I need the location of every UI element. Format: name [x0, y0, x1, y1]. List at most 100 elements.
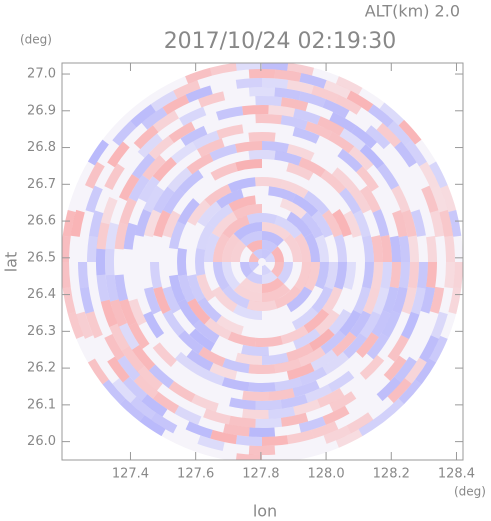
echo-cell: [185, 85, 213, 103]
echo-cell: [79, 286, 95, 314]
echo-cell: [110, 299, 128, 327]
echo-cell: [300, 212, 324, 239]
echo-cell: [401, 209, 417, 237]
echo-cell: [391, 185, 410, 213]
echo-cell: [274, 87, 301, 101]
echo-cell: [223, 423, 250, 437]
echo-cell: [134, 209, 152, 237]
echo-cell: [293, 399, 321, 416]
echo-cell: [231, 240, 247, 262]
echo-cell: [105, 248, 115, 276]
echo-cell: [197, 138, 225, 158]
echo-cell: [421, 185, 439, 213]
echo-cell: [407, 262, 419, 289]
echo-cell: [343, 210, 362, 238]
echo-cell: [380, 262, 393, 289]
echo-cell: [248, 131, 276, 142]
echo-cell: [162, 286, 181, 314]
echo-cell: [327, 370, 355, 393]
echo-cell: [222, 233, 241, 262]
echo-cell: [335, 429, 363, 448]
echo-cell: [311, 421, 339, 439]
echo-cell: [359, 311, 381, 339]
echo-cell: [162, 210, 181, 238]
echo-cell: [280, 394, 308, 409]
echo-cell: [292, 380, 320, 398]
echo-cell: [239, 262, 253, 278]
echo-cell: [320, 330, 346, 355]
echo-cell: [315, 262, 329, 290]
echo-cell: [392, 210, 408, 238]
echo-cell: [177, 198, 200, 226]
echo-cell: [255, 95, 282, 107]
echo-cell: [324, 262, 339, 290]
echo-cell: [246, 213, 278, 224]
echo-cell: [204, 184, 232, 207]
echo-cell: [322, 351, 349, 375]
echo-cell: [210, 162, 238, 181]
echo-cell: [444, 262, 455, 289]
echo-cell: [152, 391, 179, 414]
echo-cell: [186, 153, 214, 175]
echo-cell: [118, 174, 140, 201]
echo-cell: [303, 308, 330, 334]
echo-cell: [138, 176, 160, 203]
echo-cell: [337, 148, 363, 173]
echo-cell: [62, 287, 76, 314]
echo-cell: [305, 384, 333, 403]
echo-cell: [213, 262, 230, 291]
echo-cell: [417, 262, 429, 289]
echo-cell: [286, 162, 314, 181]
echo-cell: [119, 299, 137, 327]
echo-cell: [240, 277, 262, 293]
echo-cell: [235, 158, 262, 172]
echo-cell: [95, 248, 106, 276]
echo-cell: [303, 190, 330, 216]
echo-cell: [262, 264, 272, 275]
echo-cell: [299, 366, 327, 386]
y-tick-label: 26.6: [27, 214, 56, 229]
echo-cell: [271, 246, 285, 262]
echo-cell: [196, 222, 216, 250]
echo-cell: [62, 235, 71, 262]
echo-cell: [429, 161, 448, 189]
echo-cell: [130, 396, 156, 420]
echo-cell: [262, 435, 289, 446]
echo-cell: [262, 221, 291, 241]
echo-cell: [389, 235, 401, 262]
echo-cell: [377, 163, 400, 190]
echo-cell: [356, 166, 379, 192]
echo-cell: [398, 119, 422, 145]
echo-cell: [175, 351, 202, 375]
echo-cell: [379, 398, 405, 422]
echo-cell: [419, 335, 439, 363]
echo-cell: [109, 323, 130, 351]
echo-cell: [371, 235, 384, 262]
echo-cell: [150, 412, 178, 434]
echo-cell: [178, 330, 204, 355]
echo-cell: [293, 108, 321, 125]
echo-cell: [346, 412, 374, 434]
echo-cell: [222, 285, 250, 309]
echo-cell: [328, 309, 352, 335]
echo-cell: [128, 175, 150, 202]
echo-cell: [142, 155, 166, 181]
echo-cell: [148, 364, 174, 389]
echo-cell: [401, 287, 417, 315]
y-tick-label: 26.0: [27, 434, 56, 449]
echo-cell: [85, 161, 105, 189]
echo-cell: [404, 140, 427, 167]
echo-cell: [274, 358, 302, 374]
echo-cell: [227, 177, 256, 193]
y-tick-label: 26.1: [27, 397, 56, 412]
echo-cell: [197, 201, 222, 227]
echo-cell: [349, 186, 371, 214]
echo-cell: [334, 94, 362, 115]
echo-cell: [387, 120, 412, 146]
echo-cell: [398, 379, 422, 405]
echo-cell: [168, 381, 196, 403]
echo-cell: [152, 342, 177, 367]
echo-cell: [248, 87, 276, 97]
echo-cell: [122, 376, 148, 402]
echo-cell: [85, 185, 103, 213]
